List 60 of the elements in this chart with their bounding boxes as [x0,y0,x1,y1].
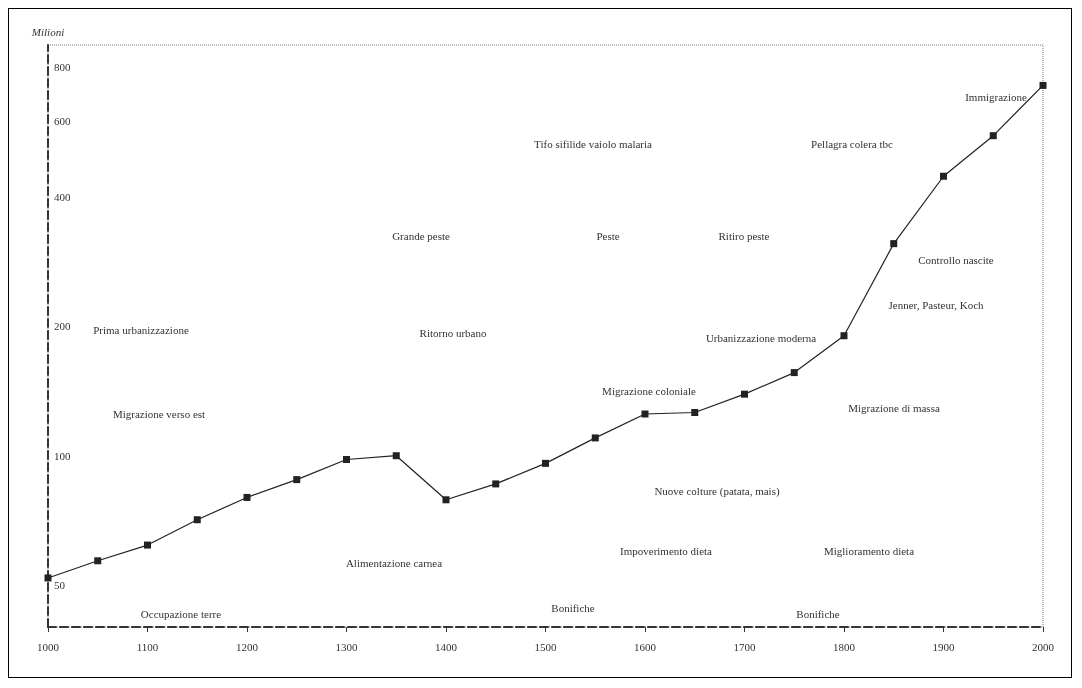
annotation: Immigrazione [965,91,1027,103]
annotation: Jenner, Pasteur, Koch [888,299,985,311]
point [94,557,102,565]
annotation: Miglioramento dieta [823,545,915,557]
x-tick-label: 1600 [634,640,657,653]
y-tick-label: 600 [54,114,71,127]
x-tick-label: 1300 [335,640,358,653]
point [741,390,748,398]
y-axis-title: Milioni [30,25,65,38]
annotation: Peste [596,230,620,242]
point [492,480,500,488]
point [641,410,649,418]
y-tick-label: 100 [54,449,71,462]
y-tick-label: 800 [54,61,71,74]
point [542,459,549,467]
annotation: Pellagra colera tbc [811,138,894,150]
point [293,476,301,484]
annotation: Nuove colture (patata, mais) [654,485,780,498]
point [1039,81,1047,89]
x-tick-label: 1000 [37,640,60,653]
annotation: Controllo nascite [918,254,994,266]
point [691,409,699,417]
annotation: Urbanizzazione moderna [705,332,817,344]
point [243,493,251,501]
point [890,240,898,248]
point [343,456,350,463]
x-tick-label: 2000 [1032,640,1055,653]
annotation: Bonifiche [551,602,595,614]
annotation: Grande peste [392,230,450,242]
annotation: Impoverimento dieta [620,545,713,557]
point [940,172,947,180]
point [790,369,798,377]
x-tick-label: 1400 [435,640,458,653]
x-tick-label: 1800 [833,640,856,653]
annotation: Prima urbanizzazione [93,324,189,336]
y-tick-label: 200 [54,320,71,333]
point [144,541,151,549]
x-tick-label: 1100 [136,640,159,653]
point [193,516,201,524]
x-tick-label: 1200 [236,640,259,653]
x-tick-label: 1700 [733,640,756,653]
annotation: Migrazione coloniale [602,385,696,397]
annotation: Ritiro peste [718,230,770,242]
x-tick-label: 1500 [534,640,557,653]
point [392,452,400,460]
y-tick-label: 50 [54,579,66,592]
annotation: Ritorno urbano [419,327,487,339]
annotation: Bonifiche [796,608,840,620]
point [442,496,450,504]
annotation: Migrazione verso est [112,408,206,420]
point [44,574,52,582]
point [591,434,599,442]
point [840,332,848,340]
annotation: Occupazione terre [140,608,222,620]
annotation: Alimentazione carnea [345,557,443,569]
point [989,132,997,140]
annotation: Migrazione di massa [848,402,940,414]
y-tick-label: 400 [54,190,71,203]
x-tick-label: 1900 [932,640,955,653]
annotation: Tifo sifilide vaiolo malaria [534,138,653,150]
